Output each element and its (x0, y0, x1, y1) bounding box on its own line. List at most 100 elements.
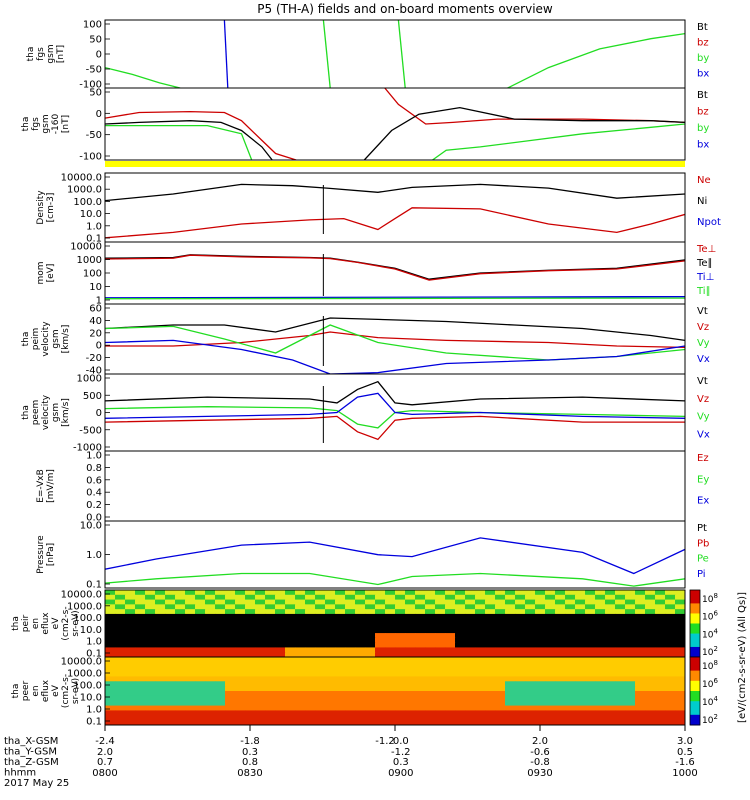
legend-entry: Vy (697, 412, 710, 423)
y-axis-label: [eV] (46, 264, 56, 283)
colorbar-tick-label: 102 (702, 713, 718, 726)
colorbar-tick-label: 106 (702, 677, 718, 690)
panel-frame (104, 303, 686, 375)
panel-pressure: 10.0 1.0 0.1 Pressure [nPa] Pt Pb Pe Pi (36, 520, 709, 591)
y-tick-label: 0.4 (86, 488, 102, 499)
y-axis-label: gsm (46, 44, 56, 63)
y-tick-label: 1.0 (86, 637, 102, 648)
y-tick-label: 20 (89, 328, 102, 339)
panel-frame (104, 19, 686, 89)
panel-frame (104, 520, 686, 589)
y-tick-label: 1000.0 (67, 185, 102, 196)
panel-efield: 1.00.80.6 0.40.2 0.0 E=-VxB [mV/m] Ez Ey Ex (36, 450, 709, 524)
series-line-green (105, 572, 685, 587)
y-axis-label: tha (26, 47, 36, 62)
y-axis-label: [km/s] (61, 398, 71, 427)
time-tick-label: 0930 (527, 768, 552, 779)
panel-frame (104, 450, 686, 522)
y-tick-label: 1.0 (86, 705, 102, 716)
y-axis-label: sr-eV) (71, 678, 81, 704)
series-line-green (105, 297, 685, 300)
colorbar-tick-label: 108 (702, 659, 718, 672)
z-gsm-value: -1.6 (675, 757, 695, 768)
y-tick-label: 1000 (77, 255, 102, 266)
y-axis-label: eflux (41, 679, 51, 702)
y-tick-label: -40 (86, 366, 102, 377)
legend-entry: Te∥ (696, 258, 713, 269)
panel-frame (104, 172, 686, 243)
legend-entry: bz (697, 38, 709, 49)
legend-entry: bz (697, 107, 709, 118)
colorbar (689, 656, 701, 726)
y-axis-label: E=-VxB (36, 469, 46, 503)
x-tick-label: 3.0 (677, 736, 693, 747)
colorbar-tick-label: 104 (702, 695, 718, 708)
legend-entry: Vt (697, 306, 708, 317)
legend-entry: Npot (697, 217, 721, 228)
series-line-black (363, 106, 685, 160)
x-tick-label: 2.0 (532, 736, 548, 747)
y-tick-label: 1000.0 (67, 601, 102, 612)
series-line-blue (105, 537, 685, 575)
y-axis-label: fgs (36, 47, 46, 61)
y-axis-label: eV (51, 617, 61, 630)
y-axis-label: mom (36, 261, 46, 284)
y-axis-label: peir (21, 614, 31, 632)
y-axis-label: Density (36, 190, 46, 225)
y-tick-label: 0.1 (86, 649, 102, 660)
legend-entry: Te⊥ (696, 244, 716, 255)
y-tick-label: 500 (83, 391, 102, 402)
panel-peem_velocity: 1000 500 0 -500 -1000 tha peem velocity gsm [km/s… (21, 373, 710, 454)
y-tick-label: 10000 (70, 242, 102, 253)
legend-entry: Vx (697, 354, 710, 365)
series-line-blue (223, 20, 229, 88)
legend-entry: Pe (697, 554, 709, 565)
y-tick-label: -50 (86, 130, 102, 141)
y-axis-label: fgs (31, 117, 41, 131)
y-tick-label: 0 (96, 109, 102, 120)
y-tick-label: 0.1 (86, 234, 102, 245)
heatmap-peer_eflux (105, 657, 685, 725)
legend-entry: Vy (697, 338, 710, 349)
y-axis-label: tha (11, 616, 21, 631)
legend-entry: Ni (697, 196, 707, 207)
y-tick-label: 50 (89, 88, 102, 99)
y-tick-label: 0 (96, 408, 102, 419)
series-line-blue (105, 295, 685, 299)
y-tick-label: 0.0 (86, 513, 102, 524)
y-tick-label: 1000 (77, 374, 102, 385)
y-tick-label: 10.0 (80, 693, 102, 704)
y-tick-label: 100 (83, 20, 102, 31)
y-axis-label: sr-eV) (71, 610, 81, 636)
x-row-label: tha_Z-GSM (4, 757, 59, 768)
y-axis-label: en (31, 618, 41, 629)
series-line-red (105, 207, 685, 239)
y-tick-label: 1000.0 (67, 669, 102, 680)
series-line-green (105, 406, 685, 429)
y-axis-label: peim (31, 328, 41, 351)
colorbar-tick-label: 102 (702, 645, 718, 658)
series-line-red (384, 88, 685, 125)
time-tick-label: 0800 (92, 768, 117, 779)
x-tick-label: -1.8 (240, 736, 260, 747)
legend-entry: bx (697, 140, 709, 151)
y-tick-label: 0.1 (86, 717, 102, 728)
legend-entry: Pb (697, 538, 709, 549)
legend-entry: bx (697, 69, 709, 80)
heatmap-peir_eflux (105, 590, 685, 657)
y-axis-label: (cm2-s- (61, 674, 71, 708)
y-axis-label: [km/s] (61, 325, 71, 354)
y-tick-label: -1000 (73, 443, 102, 454)
series-line-black (105, 254, 685, 280)
series-line-green (507, 32, 685, 88)
series-group (105, 254, 685, 300)
legend-entry: Vz (697, 322, 709, 333)
time-tick-label: 0900 (388, 768, 413, 779)
series-line-green (105, 66, 181, 88)
panel-peer_eflux: 108 106 104 102 10000.01000.0100.010.01.00.1… (11, 656, 718, 728)
y-axis-label: [mV/m] (46, 469, 56, 503)
series-line-blue (105, 392, 685, 419)
y-tick-label: -50 (86, 65, 102, 76)
